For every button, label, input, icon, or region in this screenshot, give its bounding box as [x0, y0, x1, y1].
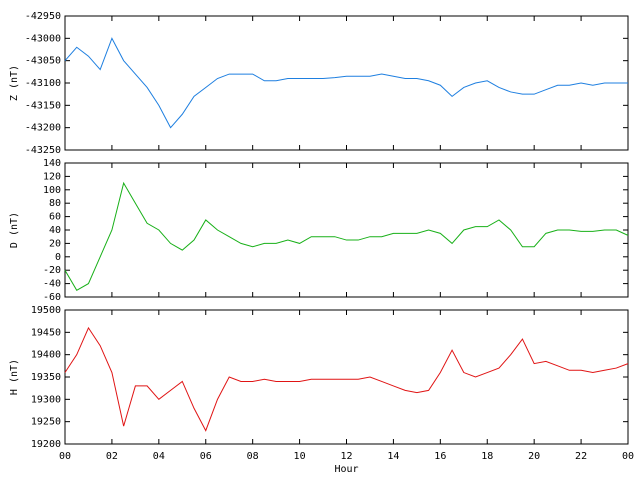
y-tick-label: -43050: [25, 56, 61, 67]
y-tick-label: 20: [49, 238, 61, 249]
x-tick-label: 04: [153, 451, 165, 462]
x-tick-label: 10: [294, 451, 306, 462]
y-tick-label: -42950: [25, 11, 61, 22]
y-tick-label: 100: [43, 185, 61, 196]
data-line: [64, 181, 629, 291]
y-tick-label: -43250: [25, 145, 61, 156]
x-axis-label: Hour: [334, 464, 358, 475]
x-tick-label: 16: [434, 451, 446, 462]
x-tick-label: 18: [481, 451, 493, 462]
y-tick-label: 120: [43, 171, 61, 182]
y-tick-label: 19300: [31, 394, 61, 405]
data-line: [64, 326, 629, 432]
x-tick-label: 22: [575, 451, 587, 462]
x-tick-label: 12: [340, 451, 352, 462]
y-tick-label: 19200: [31, 439, 61, 450]
data-line: [64, 37, 628, 129]
y-axis-label: D (nT): [9, 212, 20, 248]
y-axis-label: H (nT): [9, 359, 20, 395]
x-tick-label: 00: [622, 451, 634, 462]
y-tick-label: 0: [55, 252, 61, 263]
y-tick-label: 60: [49, 212, 61, 223]
x-tick-label: 06: [200, 451, 212, 462]
y-tick-label: 80: [49, 198, 61, 209]
y-tick-label: -43200: [25, 123, 61, 134]
y-tick-label: 19500: [31, 305, 61, 316]
x-tick-label: 02: [106, 451, 118, 462]
x-tick-label: 14: [387, 451, 399, 462]
y-tick-label: 19400: [31, 350, 61, 361]
y-tick-label: -43100: [25, 78, 61, 89]
x-tick-label: 20: [528, 451, 540, 462]
plot-frame: [64, 15, 629, 151]
y-tick-label: -43150: [25, 100, 61, 111]
y-tick-label: 40: [49, 225, 61, 236]
y-tick-label: -20: [43, 265, 61, 276]
y-tick-label: -60: [43, 292, 61, 303]
y-tick-label: 140: [43, 158, 61, 169]
plot-frame: [64, 162, 629, 298]
y-tick-label: 19250: [31, 417, 61, 428]
y-tick-label: 19450: [31, 327, 61, 338]
y-tick-label: 19350: [31, 372, 61, 383]
x-tick-label: 00: [59, 451, 71, 462]
y-tick-label: -40: [43, 279, 61, 290]
y-axis-label: Z (nT): [9, 65, 20, 101]
y-tick-label: -43000: [25, 33, 61, 44]
plot-frame: [64, 309, 629, 445]
x-tick-label: 08: [247, 451, 259, 462]
